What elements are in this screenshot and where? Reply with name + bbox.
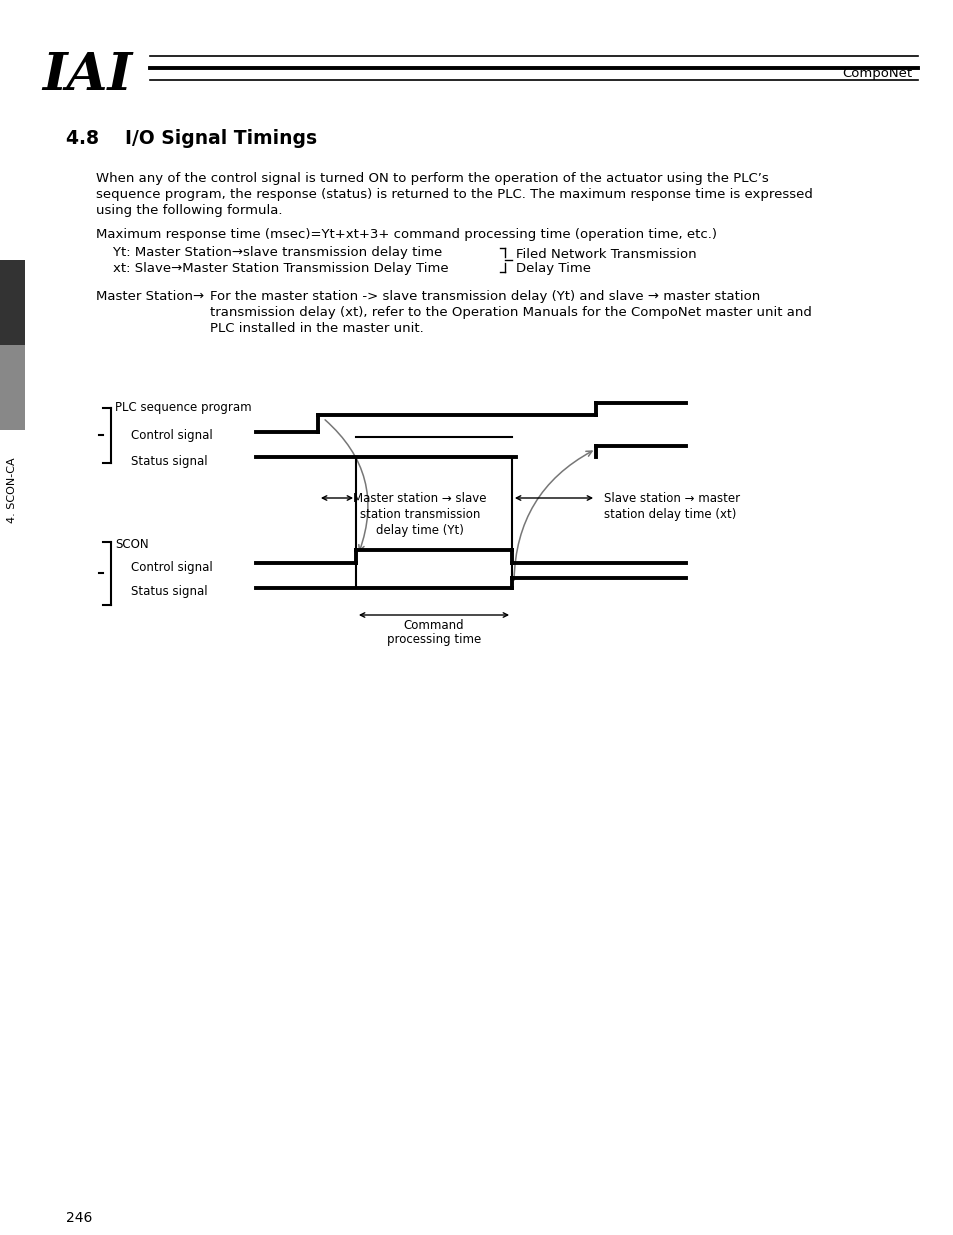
Text: 246: 246	[66, 1212, 92, 1225]
Text: using the following formula.: using the following formula.	[96, 204, 282, 217]
Text: IAI: IAI	[42, 49, 132, 100]
Text: station transmission: station transmission	[359, 508, 479, 521]
Text: Control signal: Control signal	[131, 430, 213, 442]
Bar	[0, 345, 25, 430]
Text: Maximum response time (msec)=Yt+xt+3+ command processing time (operation time, e: Maximum response time (msec)=Yt+xt+3+ co…	[96, 228, 717, 241]
Text: Command: Command	[403, 619, 464, 632]
Text: transmission delay (xt), refer to the Operation Manuals for the CompoNet master : transmission delay (xt), refer to the Op…	[210, 306, 811, 319]
Bar	[0, 261, 25, 345]
Text: Filed Network Transmission: Filed Network Transmission	[516, 248, 696, 261]
Text: SCON: SCON	[115, 538, 149, 551]
Text: xt: Slave→Master Station Transmission Delay Time: xt: Slave→Master Station Transmission De…	[96, 262, 448, 275]
Text: Status signal: Status signal	[131, 454, 208, 468]
Text: 4.8    I/O Signal Timings: 4.8 I/O Signal Timings	[66, 128, 316, 147]
Text: Status signal: Status signal	[131, 585, 208, 599]
Text: Delay Time: Delay Time	[516, 262, 590, 275]
Text: Slave station → master: Slave station → master	[603, 492, 740, 505]
FancyArrowPatch shape	[325, 420, 368, 551]
Text: Master Station→: Master Station→	[96, 290, 204, 303]
Text: sequence program, the response (status) is returned to the PLC. The maximum resp: sequence program, the response (status) …	[96, 188, 812, 201]
Text: 4. SCON-CA: 4. SCON-CA	[7, 457, 17, 522]
Text: CompoNet: CompoNet	[841, 68, 911, 80]
Text: Control signal: Control signal	[131, 561, 213, 573]
Text: PLC sequence program: PLC sequence program	[115, 401, 252, 414]
Text: For the master station -> slave transmission delay (Yt) and slave → master stati: For the master station -> slave transmis…	[210, 290, 760, 303]
Text: When any of the control signal is turned ON to perform the operation of the actu: When any of the control signal is turned…	[96, 172, 768, 185]
Text: processing time: processing time	[387, 634, 480, 646]
Text: PLC installed in the master unit.: PLC installed in the master unit.	[210, 322, 423, 335]
Text: Yt: Master Station→slave transmission delay time: Yt: Master Station→slave transmission de…	[96, 246, 442, 259]
Text: Master station → slave: Master station → slave	[353, 492, 486, 505]
Text: station delay time (xt): station delay time (xt)	[603, 508, 736, 521]
FancyArrowPatch shape	[514, 451, 592, 580]
Text: delay time (Yt): delay time (Yt)	[375, 524, 463, 537]
